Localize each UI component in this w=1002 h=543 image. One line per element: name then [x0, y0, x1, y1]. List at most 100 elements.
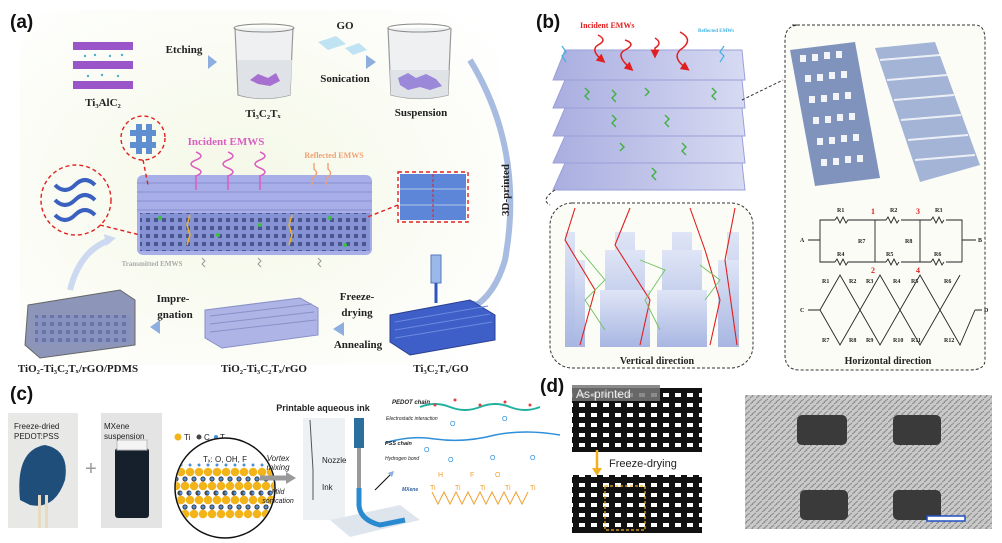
resistor-label: R4 — [837, 252, 844, 258]
pdms-composite-block — [24, 289, 136, 359]
tx-atom — [197, 463, 201, 467]
printing-nozzle-drawing — [330, 418, 420, 537]
vertical-direction-label: Vertical direction — [620, 356, 695, 367]
resistor-label: R8 — [849, 338, 856, 344]
ti-atom — [221, 495, 231, 505]
ti-atom — [212, 495, 222, 505]
etching-label: Etching — [166, 44, 203, 56]
svg-text:Ti: Ti — [505, 485, 511, 492]
ti-atom — [216, 509, 226, 519]
resistor-label: R5 — [911, 279, 918, 285]
ti-atom — [203, 495, 213, 505]
freeze-drying-d-label: Freeze-drying — [609, 458, 677, 470]
svg-text:O: O — [495, 472, 501, 479]
ti-atom — [180, 481, 190, 491]
resistor-label: R1 — [822, 279, 829, 285]
panel-c: (c) Freeze-dried PEDOT:PSS + MXene suspe… — [8, 384, 561, 539]
resistor-label: R2 — [890, 208, 897, 214]
resistor-label: R5 — [886, 252, 893, 258]
ti-atom — [230, 495, 240, 505]
mxene-crystal-circle — [174, 437, 276, 539]
svg-text:F: F — [470, 472, 474, 479]
tx-atom — [233, 491, 237, 495]
equivalent-circuit — [808, 215, 982, 347]
tx-atom — [183, 477, 187, 481]
highlight-box — [604, 485, 646, 531]
ti-atom — [212, 467, 222, 477]
ti-atom — [234, 509, 244, 519]
tx-atom — [242, 463, 246, 467]
svg-text:O: O — [490, 455, 496, 462]
tx-atom — [228, 505, 232, 509]
terminal-d-label: D — [984, 308, 989, 314]
tx-atom — [188, 463, 192, 467]
ti-atom — [221, 467, 231, 477]
beaker-mxene — [233, 23, 295, 100]
tx-atom — [215, 491, 219, 495]
tx-atom — [264, 505, 268, 509]
tx-atom — [210, 505, 214, 509]
annealing-arrow — [333, 322, 344, 336]
ti-atom — [185, 467, 195, 477]
vortex-label-1: Vortex — [267, 454, 291, 463]
panel-a: (a) Ti₃AlC₂ Etching Ti₃C₂Tₓ GO Sonicatio… — [10, 10, 514, 375]
node-4-label: 4 — [916, 266, 920, 275]
tx-atom — [179, 491, 183, 495]
layered-plates — [552, 31, 746, 191]
ti-atom — [270, 509, 274, 519]
ti-atom — [194, 467, 204, 477]
resistor-label: R10 — [893, 338, 903, 344]
legend-ti: Ti — [184, 433, 191, 442]
ti-atom — [252, 481, 262, 491]
svg-text:H: H — [438, 472, 443, 479]
legend-c: C — [204, 433, 210, 442]
incident-wave-icons — [190, 151, 266, 190]
go-product-label: Ti₃C₂Tₓ/GO — [413, 363, 469, 375]
photo2-line2: suspension — [104, 432, 144, 441]
freeze-dried-photo — [572, 475, 702, 533]
junction-inset-icon — [130, 124, 156, 154]
ti-atom — [243, 481, 253, 491]
rgo-block — [204, 297, 319, 349]
reflected-emws-b-label: Reflected EMWs — [698, 29, 734, 34]
incident-emws-b-label: Incident EMWs — [580, 21, 634, 30]
c-atom — [176, 476, 179, 482]
panel-c-label: (c) — [10, 384, 33, 405]
precursor-label: Ti₃AlC₂ — [85, 97, 121, 109]
ti-atom — [234, 481, 244, 491]
terminal-b-label: B — [978, 238, 982, 244]
mxene-chem-label: MXene — [402, 487, 418, 493]
ti-atom — [189, 481, 199, 491]
ti-atom — [239, 495, 249, 505]
tx-atom — [237, 477, 241, 481]
vortex-label-2: mixing — [266, 463, 290, 472]
svg-text:O: O — [424, 447, 430, 454]
svg-text:Ti: Ti — [455, 485, 461, 492]
resistor-label: R12 — [944, 338, 954, 344]
ti-atom — [216, 481, 226, 491]
ti-atom — [207, 481, 217, 491]
photo1-line1: Freeze-dried — [14, 422, 59, 431]
panel-b-label: (b) — [536, 12, 560, 33]
panel-d: (d) As-printed Freeze-drying — [540, 376, 992, 533]
tx-atom — [201, 505, 205, 509]
printing-curve-arrow — [467, 58, 514, 311]
sonication-label: Sonication — [320, 73, 370, 85]
mild-label-1: Mild — [272, 489, 286, 496]
incident-emws-label: Incident EMWS — [188, 136, 265, 148]
freeze-drying-label-1: Freeze- — [340, 291, 375, 303]
tx-atom — [273, 505, 274, 509]
tx-atom — [206, 491, 210, 495]
tx-atom — [242, 491, 246, 495]
central-scaffold — [137, 175, 372, 255]
tx-atom — [192, 477, 196, 481]
electrostatic-label: Electrostatic interaction — [386, 416, 438, 422]
nozzle-ink-photo — [303, 418, 345, 520]
tx-atom — [210, 477, 214, 481]
ti-atom — [225, 509, 235, 519]
tx-atom — [251, 463, 255, 467]
mild-label-2: sonication — [262, 498, 294, 505]
ti-atom — [225, 481, 235, 491]
ti-atom — [203, 467, 213, 477]
node-2-label: 2 — [871, 266, 875, 275]
